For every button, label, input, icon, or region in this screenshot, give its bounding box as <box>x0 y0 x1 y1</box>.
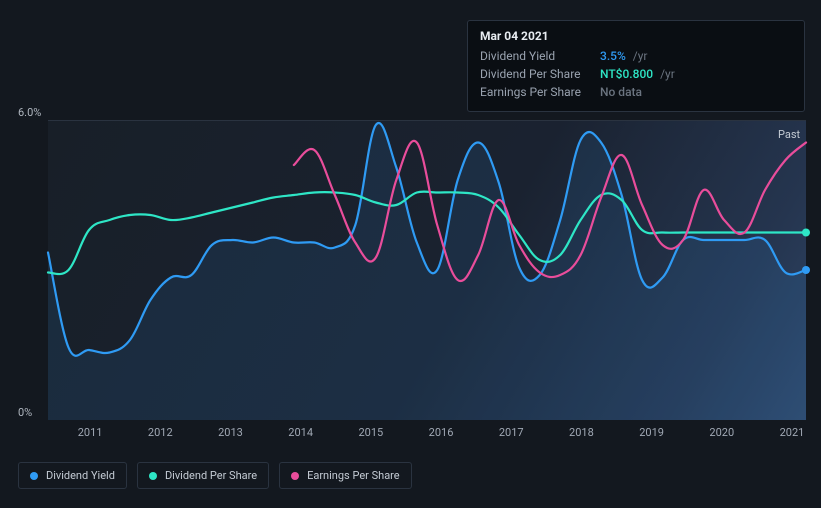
x-tick-label: 2018 <box>569 426 594 439</box>
tooltip-row: Dividend Per ShareNT$0.800 /yr <box>480 65 792 83</box>
legend-dot-icon <box>30 472 38 480</box>
x-tick-label: 2015 <box>358 426 383 439</box>
x-tick-label: 2016 <box>429 426 454 439</box>
chart-tooltip: Mar 04 2021 Dividend Yield3.5% /yrDivide… <box>467 20 805 112</box>
chart-legend: Dividend Yield Dividend Per Share Earnings… <box>18 462 412 489</box>
tooltip-row-unit: /yr <box>630 49 648 63</box>
tooltip-row: Dividend Yield3.5% /yr <box>480 47 792 65</box>
y-max-label: 6.0% <box>18 106 41 119</box>
tooltip-row-label: Dividend Yield <box>480 47 600 65</box>
tooltip-date: Mar 04 2021 <box>480 29 792 43</box>
x-tick-label: 2017 <box>499 426 524 439</box>
legend-item[interactable]: Dividend Per Share <box>137 462 269 489</box>
x-axis: 2011 2012 2013 2014 2015 2016 2017 2018 2019 2020… <box>48 420 806 440</box>
legend-label: Dividend Yield <box>46 469 115 482</box>
y-min-label: 0% <box>18 406 32 419</box>
legend-label: Earnings Per Share <box>307 469 400 482</box>
tooltip-row-label: Earnings Per Share <box>480 83 600 101</box>
tooltip-row-value: NT$0.800 /yr <box>600 65 675 83</box>
chart-svg <box>48 120 806 420</box>
series-fill <box>48 123 806 420</box>
tooltip-row-unit: /yr <box>657 67 675 81</box>
x-tick-label: 2014 <box>288 426 313 439</box>
series-end-dot <box>802 266 810 274</box>
x-tick-label: 2011 <box>78 426 103 439</box>
x-tick-label: 2021 <box>780 426 805 439</box>
tooltip-row-value: 3.5% /yr <box>600 47 647 65</box>
legend-label: Dividend Per Share <box>165 469 257 482</box>
legend-dot-icon <box>149 472 157 480</box>
tooltip-row-label: Dividend Per Share <box>480 65 600 83</box>
tooltip-row-value: No data <box>600 83 642 101</box>
past-label: Past <box>778 128 800 141</box>
dividend-chart: 6.0% 0% Past 201120122013201420152016201… <box>18 100 806 440</box>
x-tick-label: 2012 <box>148 426 173 439</box>
legend-item[interactable]: Earnings Per Share <box>279 462 412 489</box>
x-tick-label: 2013 <box>218 426 243 439</box>
tooltip-row: Earnings Per ShareNo data <box>480 83 792 101</box>
x-tick-label: 2019 <box>639 426 664 439</box>
x-tick-label: 2020 <box>709 426 734 439</box>
series-end-dot <box>802 229 810 237</box>
legend-item[interactable]: Dividend Yield <box>18 462 127 489</box>
legend-dot-icon <box>291 472 299 480</box>
